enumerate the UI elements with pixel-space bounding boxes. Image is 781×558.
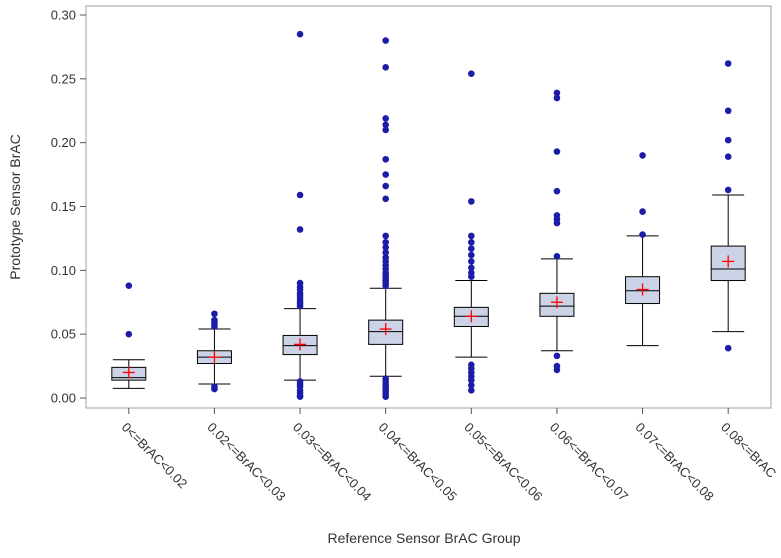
outlier-point — [296, 191, 304, 199]
x-tick-label: 0.07<=BrAC<0.08 — [632, 420, 716, 504]
outlier-point — [211, 383, 218, 390]
outlier-point — [468, 238, 475, 246]
outlier-point — [468, 258, 475, 265]
outlier-point — [382, 195, 389, 203]
box-group — [282, 30, 318, 401]
y-tick-label: 0.15 — [51, 199, 76, 214]
outlier-point — [724, 344, 732, 352]
x-tick-label: 0.08<=BrAC — [718, 420, 779, 481]
outlier-point — [382, 121, 389, 129]
box-group — [710, 60, 746, 352]
outlier-point — [468, 361, 475, 369]
outlier-point — [468, 269, 475, 277]
outlier-point — [468, 232, 475, 240]
outlier-point — [468, 198, 475, 205]
outlier-point — [382, 375, 389, 383]
y-axis-title: Prototype Sensor BrAC — [7, 134, 23, 280]
outlier-point — [553, 89, 561, 97]
outlier-point — [382, 232, 389, 240]
x-axis-title: Reference Sensor BrAC Group — [328, 530, 521, 546]
box-group — [453, 70, 489, 394]
outlier-point — [553, 148, 561, 155]
outlier-point — [296, 378, 304, 385]
y-axis: 0.00 0.05 0.10 0.15 0.20 0.25 0.30 — [51, 8, 86, 406]
outlier-point — [382, 115, 389, 122]
x-tick-label: 0.04<=BrAC<0.05 — [376, 420, 460, 504]
y-tick-label: 0.00 — [51, 391, 76, 406]
outlier-point — [382, 244, 389, 251]
y-tick-label: 0.05 — [51, 327, 76, 342]
outlier-point — [382, 254, 389, 261]
outlier-point — [553, 352, 561, 360]
outlier-point — [468, 381, 475, 389]
y-tick-label: 0.25 — [51, 71, 76, 86]
box-group — [111, 282, 147, 389]
outlier-point — [724, 60, 732, 67]
x-axis: 0<=BrAC<0.02 0.02<=BrAC<0.03 0.03<=BrAC<0.… — [119, 408, 779, 504]
y-tick-label: 0.10 — [51, 263, 76, 278]
outlier-point — [296, 30, 304, 38]
y-tick-label: 0.20 — [51, 135, 76, 150]
outlier-point — [639, 152, 646, 159]
outlier-point — [724, 153, 732, 161]
outlier-point — [639, 208, 646, 215]
x-tick-label: 0.05<=BrAC<0.06 — [461, 420, 545, 504]
outlier-point — [468, 245, 475, 252]
outlier-point — [382, 238, 389, 246]
outlier-point — [724, 136, 732, 144]
outlier-point — [553, 187, 561, 195]
x-tick-label: 0<=BrAC<0.02 — [119, 420, 191, 492]
outlier-point — [382, 249, 389, 256]
box-group — [625, 152, 661, 347]
outlier-point — [724, 186, 732, 194]
outlier-point — [553, 362, 561, 370]
outlier-point — [553, 94, 561, 102]
box-group — [196, 310, 232, 393]
y-tick-label: 0.30 — [51, 8, 76, 23]
outlier-point — [382, 155, 389, 163]
outlier-point — [639, 231, 646, 238]
outlier-point — [382, 171, 389, 178]
x-tick-label: 0.06<=BrAC<0.07 — [547, 420, 631, 504]
outlier-point — [382, 182, 389, 190]
outlier-point — [468, 264, 475, 272]
plot-frame — [85, 5, 772, 409]
outlier-point — [296, 279, 304, 287]
outlier-point — [211, 310, 218, 318]
outlier-point — [382, 37, 389, 44]
outlier-point — [382, 126, 389, 134]
outlier-point — [468, 251, 475, 259]
x-tick-label: 0.03<=BrAC<0.04 — [290, 420, 374, 504]
outlier-point — [468, 387, 475, 394]
box-group — [368, 37, 404, 401]
outlier-point — [125, 282, 133, 289]
x-tick-label: 0.02<=BrAC<0.03 — [204, 420, 288, 504]
outlier-point — [724, 107, 732, 115]
outlier-point — [296, 226, 304, 233]
box-group — [539, 89, 575, 374]
outlier-point — [468, 70, 475, 78]
box-series — [111, 30, 746, 401]
outlier-point — [553, 212, 561, 219]
outlier-point — [553, 252, 561, 260]
outlier-point — [125, 330, 133, 338]
outlier-point — [382, 64, 389, 71]
outlier-point — [211, 316, 218, 324]
